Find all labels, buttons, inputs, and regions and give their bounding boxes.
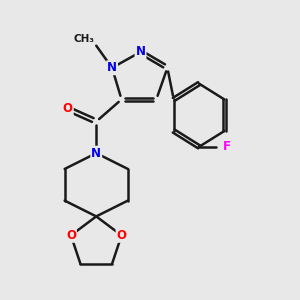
Text: N: N xyxy=(136,46,146,59)
Text: O: O xyxy=(63,102,73,116)
Text: O: O xyxy=(66,229,76,242)
Text: O: O xyxy=(116,229,127,242)
Text: N: N xyxy=(91,147,101,160)
Text: CH₃: CH₃ xyxy=(74,34,95,44)
Text: N: N xyxy=(107,61,117,74)
Text: F: F xyxy=(224,140,231,153)
